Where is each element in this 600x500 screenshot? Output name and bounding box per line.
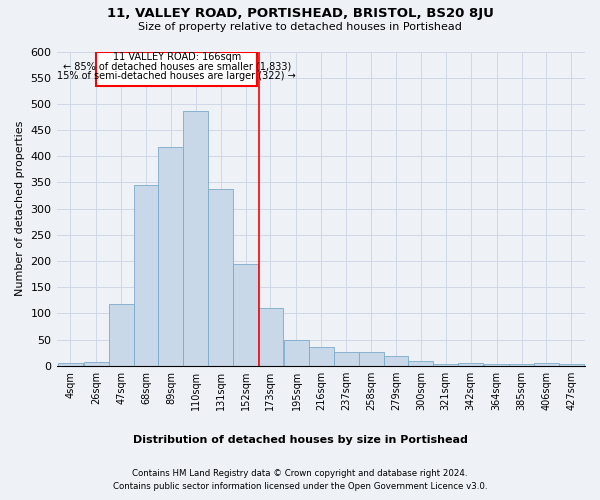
Bar: [309, 348, 334, 366]
Bar: [458, 363, 483, 366]
Bar: [134, 185, 158, 366]
Text: 11, VALLEY ROAD, PORTISHEAD, BRISTOL, BS20 8JU: 11, VALLEY ROAD, PORTISHEAD, BRISTOL, BS…: [107, 8, 493, 20]
Bar: [84, 362, 109, 366]
Bar: [109, 304, 134, 366]
Text: ← 85% of detached houses are smaller (1,833): ← 85% of detached houses are smaller (1,…: [62, 61, 291, 71]
Y-axis label: Number of detached properties: Number of detached properties: [15, 121, 25, 296]
Bar: [334, 352, 359, 366]
Bar: [233, 264, 258, 366]
Bar: [534, 363, 559, 366]
Text: 15% of semi-detached houses are larger (322) →: 15% of semi-detached houses are larger (…: [58, 70, 296, 81]
Bar: [284, 340, 309, 366]
Text: Contains HM Land Registry data © Crown copyright and database right 2024.: Contains HM Land Registry data © Crown c…: [132, 468, 468, 477]
Bar: [58, 363, 83, 366]
Bar: [509, 364, 534, 366]
Text: 11 VALLEY ROAD: 166sqm: 11 VALLEY ROAD: 166sqm: [113, 52, 241, 62]
Bar: [383, 356, 409, 366]
Text: Size of property relative to detached houses in Portishead: Size of property relative to detached ho…: [138, 22, 462, 32]
Bar: [184, 110, 208, 366]
Bar: [559, 364, 584, 366]
Bar: [158, 147, 184, 366]
Text: Contains public sector information licensed under the Open Government Licence v3: Contains public sector information licen…: [113, 482, 487, 491]
Bar: [433, 364, 458, 366]
Bar: [359, 352, 383, 366]
Bar: [258, 308, 283, 366]
Bar: [96, 52, 257, 86]
Bar: [484, 364, 509, 366]
Bar: [208, 188, 233, 366]
Text: Distribution of detached houses by size in Portishead: Distribution of detached houses by size …: [133, 435, 467, 445]
Bar: [409, 361, 433, 366]
